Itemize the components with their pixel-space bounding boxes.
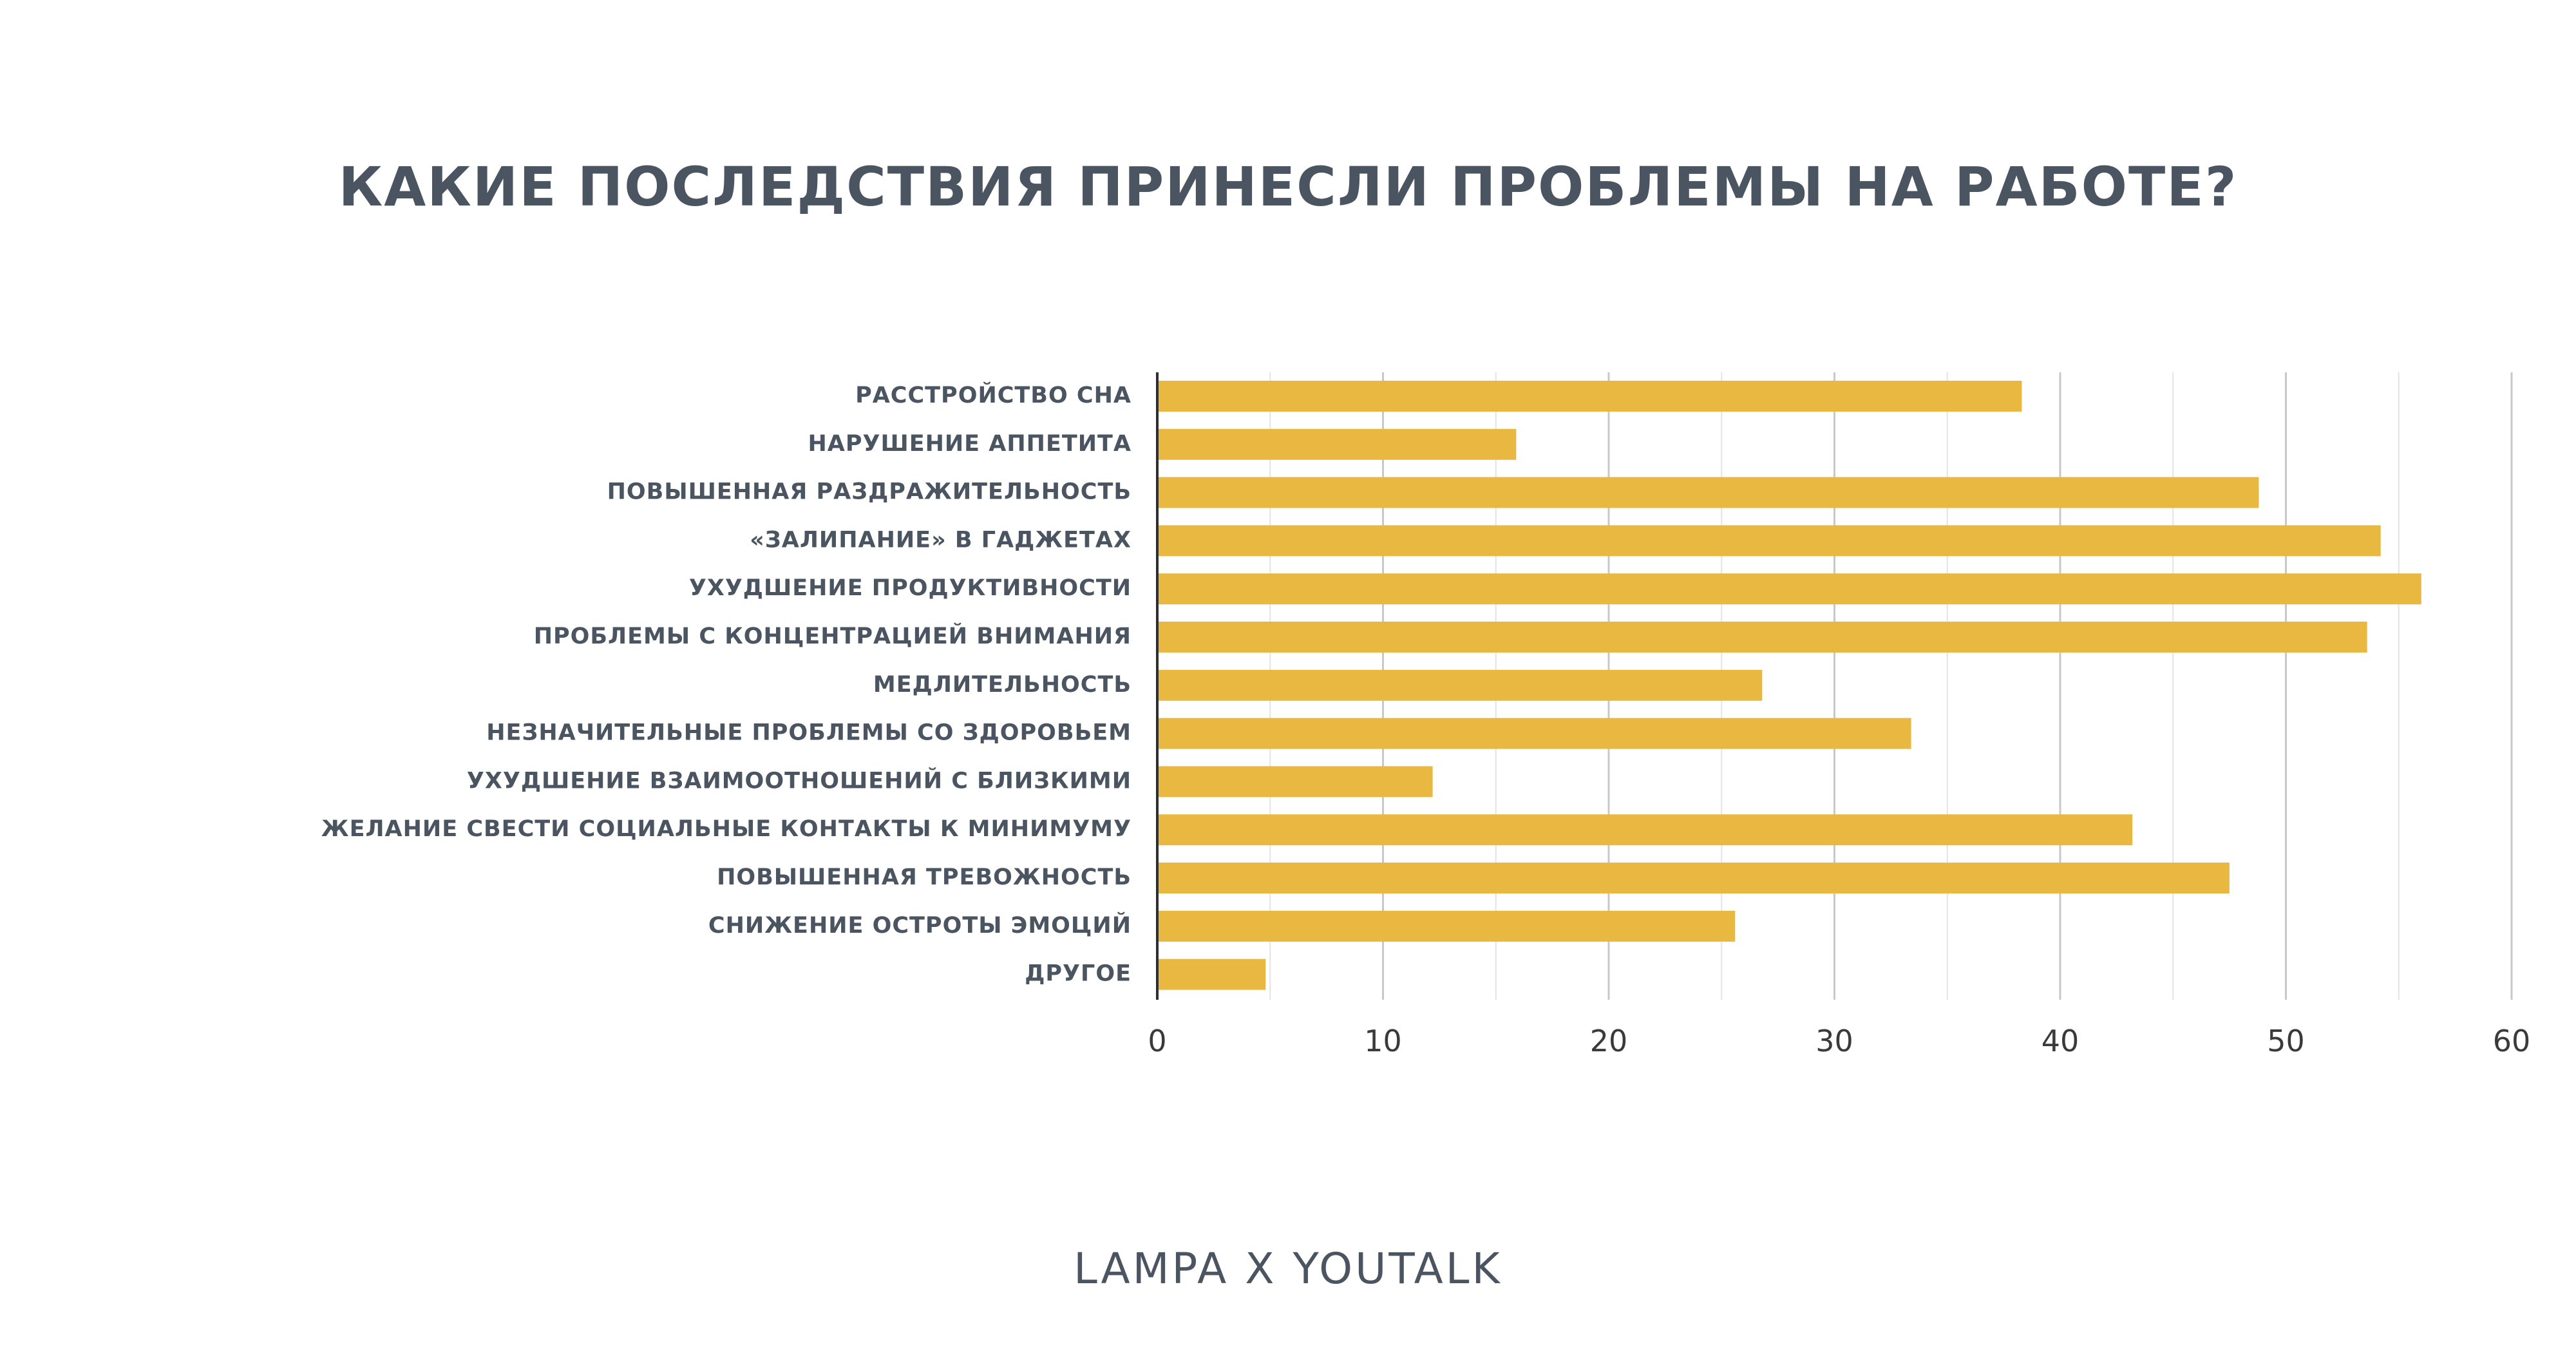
x-tick-label-60: 60	[2493, 1024, 2531, 1058]
category-label-2: НАРУШЕНИЕ АППЕТИТА	[808, 431, 1132, 457]
bars	[1157, 381, 2421, 990]
bar-8	[1157, 718, 1911, 749]
bar-2	[1157, 428, 1517, 460]
category-label-6: ПРОБЛЕМЫ С КОНЦЕНТРАЦИЕЙ ВНИМАНИЯ	[534, 622, 1132, 649]
bar-9	[1157, 766, 1433, 797]
category-label-13: ДРУГОЕ	[1025, 961, 1132, 987]
bar-13	[1157, 959, 1266, 990]
category-label-5: УХУДШЕНИЕ ПРОДУКТИВНОСТИ	[689, 575, 1132, 601]
tick-labels: 0 10 20 30 40 50 60	[1148, 1024, 2530, 1058]
page-title: КАКИЕ ПОСЛЕДСТВИЯ ПРИНЕСЛИ ПРОБЛЕМЫ НА Р…	[338, 155, 2238, 218]
category-label-10: ЖЕЛАНИЕ СВЕСТИ СОЦИАЛЬНЫЕ КОНТАКТЫ К МИН…	[321, 816, 1132, 842]
bar-5	[1157, 573, 2421, 605]
category-label-4: «ЗАЛИПАНИЕ» В ГАДЖЕТАХ	[750, 527, 1132, 553]
x-tick-label-20: 20	[1590, 1024, 1628, 1058]
x-tick-label-50: 50	[2267, 1024, 2305, 1058]
bar-3	[1157, 477, 2259, 508]
category-label-8: НЕЗНАЧИТЕЛЬНЫЕ ПРОБЛЕМЫ СО ЗДОРОВЬЕМ	[486, 720, 1132, 746]
x-tick-label-0: 0	[1148, 1024, 1166, 1058]
bar-7	[1157, 669, 1763, 701]
x-tick-label-40: 40	[2041, 1024, 2079, 1058]
category-label-12: СНИЖЕНИЕ ОСТРОТЫ ЭМОЦИЙ	[708, 912, 1132, 939]
category-label-1: РАССТРОЙСТВО СНА	[855, 381, 1132, 408]
category-label-9: УХУДШЕНИЕ ВЗАИМООТНОШЕНИЙ С БЛИЗКИМИ	[467, 767, 1132, 794]
bar-6	[1157, 622, 2367, 653]
bar-12	[1157, 910, 1736, 942]
category-labels: РАССТРОЙСТВО СНА НАРУШЕНИЕ АППЕТИТА ПОВЫШЕ…	[321, 381, 1132, 987]
category-label-3: ПОВЫШЕННАЯ РАЗДРАЖИТЕЛЬНОСТЬ	[607, 479, 1132, 505]
category-label-7: МЕДЛИТЕЛЬНОСТЬ	[873, 672, 1132, 698]
bar-1	[1157, 381, 2022, 412]
footer-brand: LAMPA X YOUTALK	[1074, 1244, 1502, 1294]
bar-10	[1157, 814, 2133, 846]
bar-4	[1157, 525, 2381, 557]
bar-11	[1157, 863, 2230, 893]
x-tick-label-10: 10	[1364, 1024, 1402, 1058]
x-tick-label-30: 30	[1815, 1024, 1853, 1058]
category-label-11: ПОВЫШЕННАЯ ТРЕВОЖНОСТЬ	[717, 864, 1132, 890]
